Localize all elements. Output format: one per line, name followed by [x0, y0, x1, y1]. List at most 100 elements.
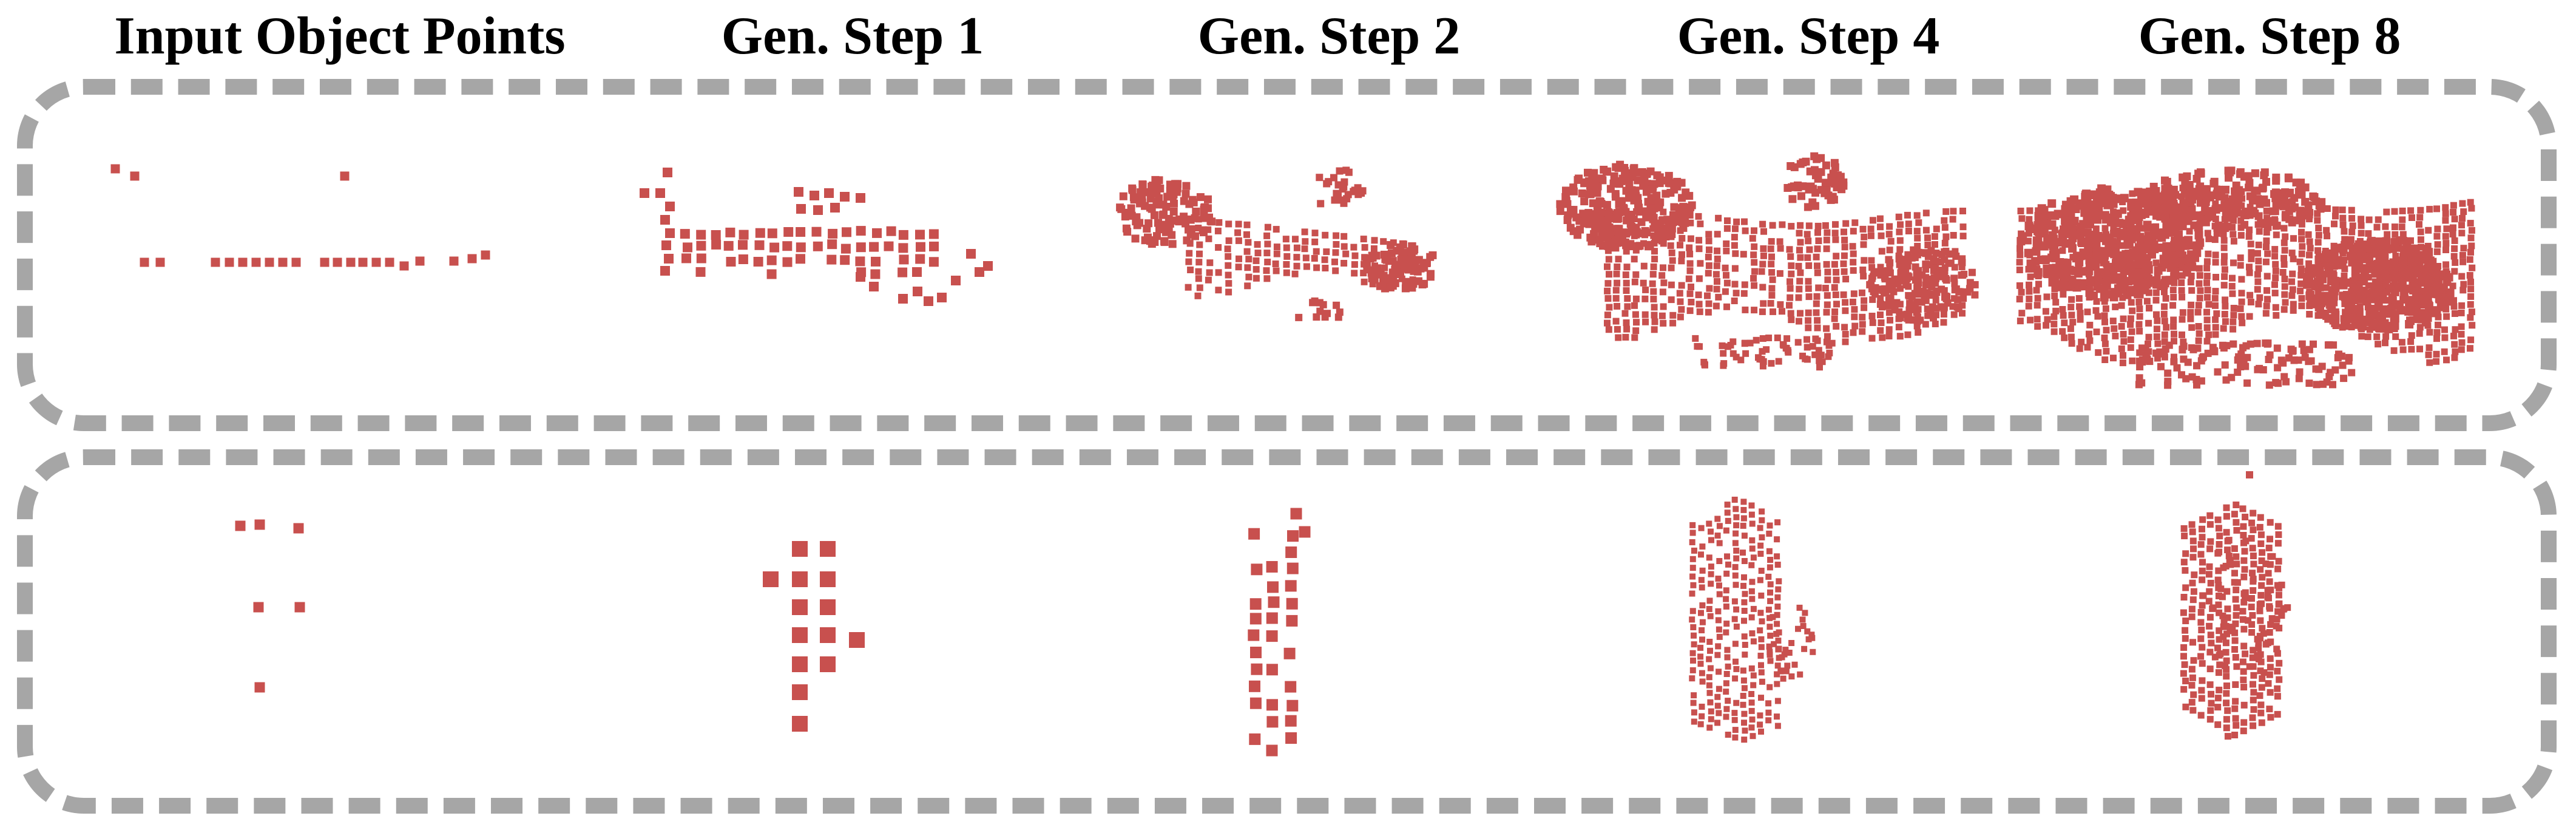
point: [1723, 527, 1729, 534]
point: [2409, 259, 2416, 266]
point: [2259, 574, 2266, 581]
point: [1154, 219, 1162, 227]
point: [2170, 316, 2177, 324]
point: [1658, 272, 1666, 279]
point: [1254, 241, 1261, 248]
car-step-8-points: [2016, 166, 2476, 389]
point: [1740, 506, 1747, 513]
point: [2170, 294, 2177, 301]
point: [2426, 271, 2432, 279]
point: [2078, 199, 2085, 206]
point: [1266, 744, 1278, 757]
point: [1236, 255, 1242, 262]
point: [1590, 169, 1598, 177]
point: [2119, 221, 2126, 228]
point: [2298, 250, 2305, 257]
point: [2273, 622, 2280, 630]
point: [1924, 234, 1931, 242]
point: [1868, 313, 1876, 319]
point: [1933, 225, 1940, 233]
point: [2276, 676, 2283, 683]
point: [1932, 321, 1939, 327]
point: [2433, 291, 2440, 298]
point: [1605, 326, 1612, 333]
point: [1668, 219, 1675, 226]
point: [2418, 316, 2424, 324]
point: [2018, 230, 2025, 237]
point: [1768, 260, 1775, 268]
point: [1740, 522, 1746, 529]
point: [2366, 290, 2373, 297]
point: [2220, 237, 2228, 244]
point: [1774, 604, 1781, 610]
point: [1733, 514, 1740, 520]
point: [1813, 300, 1820, 307]
point: [2217, 585, 2225, 593]
point: [2271, 196, 2279, 202]
point: [2254, 366, 2262, 373]
point: [1263, 250, 1271, 257]
point: [1787, 310, 1794, 317]
point: [2214, 695, 2222, 702]
point: [2356, 280, 2363, 287]
point: [1775, 586, 1782, 593]
point: [2025, 265, 2032, 273]
point: [1351, 270, 1358, 277]
point: [1245, 273, 1253, 281]
point: [2078, 236, 2084, 243]
point: [1756, 356, 1763, 362]
point: [2278, 581, 2285, 588]
point: [913, 287, 922, 296]
point: [1398, 275, 1405, 282]
point: [2226, 627, 2234, 635]
point: [2215, 593, 2222, 599]
point: [278, 257, 288, 267]
point: [1869, 296, 1876, 303]
point: [2330, 242, 2338, 250]
point: [1915, 219, 1922, 226]
point: [1282, 236, 1290, 243]
point: [1206, 259, 1214, 267]
point: [2449, 282, 2456, 290]
point: [2441, 334, 2449, 341]
point: [1804, 254, 1811, 261]
point: [2468, 308, 2475, 316]
point: [2257, 566, 2264, 573]
point: [1695, 291, 1702, 299]
point: [1369, 281, 1376, 288]
point: [2231, 732, 2239, 738]
point: [2196, 272, 2203, 279]
point: [2305, 260, 2313, 267]
point: [2135, 233, 2145, 242]
point: [1795, 294, 1802, 301]
point: [2128, 199, 2135, 206]
point: [1770, 614, 1776, 621]
point: [2267, 587, 2274, 594]
point: [1714, 255, 1721, 262]
point: [1765, 700, 1772, 707]
point: [1814, 324, 1821, 332]
point: [1660, 279, 1668, 287]
point: [2223, 724, 2230, 732]
point: [1706, 520, 1712, 527]
point: [2287, 345, 2295, 353]
point: [1783, 335, 1791, 342]
point: [1723, 570, 1730, 577]
point: [1714, 516, 1721, 522]
point: [1766, 684, 1773, 690]
point: [1620, 164, 1629, 172]
point: [2264, 339, 2272, 347]
point: [2231, 570, 2238, 577]
point: [2272, 267, 2279, 274]
point: [1768, 238, 1775, 245]
point: [1760, 228, 1767, 235]
point: [1915, 306, 1922, 313]
point: [1741, 608, 1748, 614]
point: [1823, 325, 1830, 332]
point: [1797, 310, 1804, 317]
point: [1741, 710, 1748, 717]
point: [2281, 211, 2288, 218]
point: [2451, 268, 2458, 275]
point: [2188, 613, 2196, 621]
point: [2016, 296, 2023, 303]
